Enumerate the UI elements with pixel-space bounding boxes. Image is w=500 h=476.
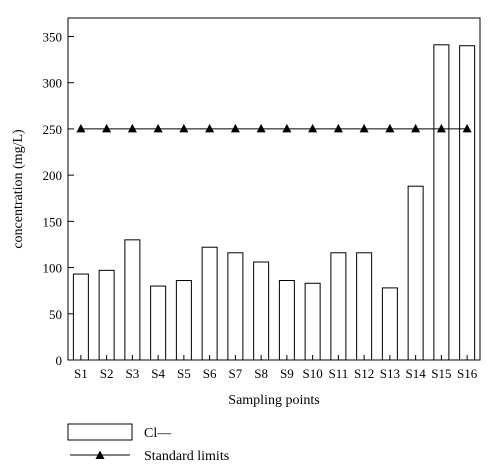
bar-s15 xyxy=(433,44,450,361)
limit-marker-s7 xyxy=(230,123,240,133)
legend-bar-swatch xyxy=(67,423,133,441)
x-tick-label: S13 xyxy=(380,366,400,381)
limit-marker-s14 xyxy=(411,123,421,133)
x-tick-label: S5 xyxy=(177,366,191,381)
x-tick-label: S9 xyxy=(280,366,294,381)
limit-marker-s16 xyxy=(462,123,472,133)
x-axis-label: Sampling points xyxy=(228,393,319,408)
y-tick-label: 300 xyxy=(43,76,63,91)
bar-s11 xyxy=(330,252,347,361)
limit-marker-s9 xyxy=(282,123,292,133)
bar-s14 xyxy=(407,185,424,361)
x-tick-label: S7 xyxy=(229,366,243,381)
x-tick-label: S2 xyxy=(100,366,114,381)
y-axis: 0 50 100 150 200 250 300 350 xyxy=(43,29,74,368)
x-tick-label: S1 xyxy=(74,366,88,381)
x-tick-label: S14 xyxy=(406,366,427,381)
x-tick-label: S8 xyxy=(254,366,268,381)
y-tick-label: 150 xyxy=(43,214,63,229)
x-tick-label: S12 xyxy=(354,366,374,381)
bar-s9 xyxy=(278,280,295,361)
y-axis-label: concentration (mg/L) xyxy=(11,129,26,249)
y-tick-label: 350 xyxy=(43,29,63,44)
bar-s5 xyxy=(175,280,192,361)
y-tick-label: 0 xyxy=(56,353,63,368)
x-tick-label: S10 xyxy=(303,366,323,381)
bar-s16 xyxy=(459,45,476,361)
limit-marker-s5 xyxy=(179,123,189,133)
bar-s2 xyxy=(98,269,115,361)
limit-marker-s2 xyxy=(102,123,112,133)
x-tick-label: S3 xyxy=(126,366,140,381)
limit-marker-s10 xyxy=(308,123,318,133)
limit-marker-s6 xyxy=(205,123,215,133)
bars-layer xyxy=(72,44,476,361)
legend-triangle-marker xyxy=(95,450,105,459)
x-tick-label: S16 xyxy=(457,366,478,381)
bar-s7 xyxy=(227,252,244,361)
legend: Cl— Standard limits xyxy=(67,423,229,464)
x-tick-label: S4 xyxy=(151,366,165,381)
bar-s12 xyxy=(356,252,373,361)
legend-line-label: Standard limits xyxy=(144,449,229,464)
limit-marker-s3 xyxy=(127,123,137,133)
y-tick-label: 250 xyxy=(43,122,63,137)
y-tick-label: 100 xyxy=(43,261,63,276)
bar-s3 xyxy=(124,239,141,361)
x-tick-label: S6 xyxy=(203,366,217,381)
plot-frame xyxy=(67,17,481,361)
limit-marker-s4 xyxy=(153,123,163,133)
legend-bar-label: Cl— xyxy=(144,426,172,441)
limit-marker-s8 xyxy=(256,123,266,133)
y-tick-label: 200 xyxy=(43,168,63,183)
bar-s13 xyxy=(381,287,398,361)
bar-s1 xyxy=(72,273,89,361)
standard-limits-layer xyxy=(76,123,472,133)
bar-s10 xyxy=(304,282,321,361)
limit-marker-s11 xyxy=(333,123,343,133)
x-tick-label: S11 xyxy=(329,366,349,381)
y-tick-label: 50 xyxy=(49,307,62,322)
bar-s8 xyxy=(253,261,270,361)
x-axis: S1 S2 S3 S4 S5 S6 S7 S8 S9 S10 S11 S12 S13 S14 S15 S16 xyxy=(74,355,478,381)
x-tick-label: S15 xyxy=(431,366,451,381)
bar-s4 xyxy=(150,285,167,361)
limit-marker-s15 xyxy=(436,123,446,133)
bar-s6 xyxy=(201,246,218,361)
limit-marker-s12 xyxy=(359,123,369,133)
limit-marker-s1 xyxy=(76,123,86,133)
limit-marker-s13 xyxy=(385,123,395,133)
